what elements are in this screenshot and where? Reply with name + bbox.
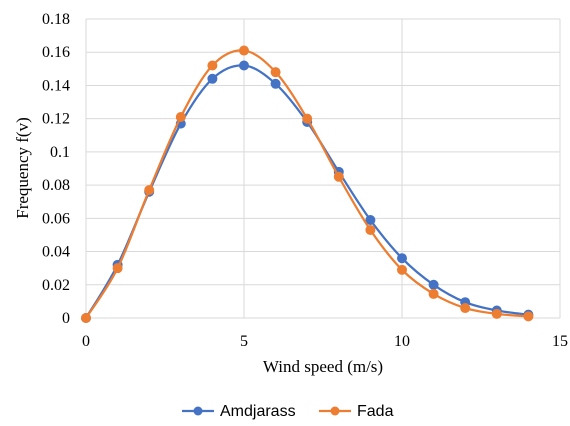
y-tick-label: 0	[62, 310, 70, 327]
legend-label: Amdjarass	[220, 403, 296, 420]
data-point	[365, 214, 376, 225]
data-point	[397, 264, 407, 275]
data-point	[397, 253, 407, 264]
x-tick-label: 10	[394, 333, 410, 350]
grid-lines	[86, 18, 561, 318]
data-point	[239, 60, 249, 71]
y-tick-label: 0.14	[42, 77, 70, 94]
data-point	[239, 45, 249, 56]
data-point	[365, 224, 376, 235]
data-point	[144, 185, 155, 196]
y-tick-label: 0.12	[42, 111, 70, 128]
legend-item: Amdjarass	[182, 403, 296, 420]
data-point	[270, 67, 281, 78]
data-point	[207, 73, 218, 84]
data-point	[81, 313, 91, 323]
data-point	[112, 263, 123, 274]
y-tick-label: 0.16	[42, 44, 70, 61]
y-tick-label: 0.08	[42, 177, 70, 194]
legend-label: Fada	[357, 403, 394, 420]
series-line	[85, 49, 529, 319]
data-point	[491, 308, 502, 319]
legend-item: Fada	[319, 403, 394, 420]
y-tick-label: 0.06	[42, 210, 70, 227]
data-point	[460, 303, 471, 314]
data-point	[175, 112, 186, 123]
data-point	[428, 288, 439, 299]
series-group	[81, 45, 534, 323]
data-point	[523, 311, 534, 322]
data-point	[207, 60, 218, 71]
data-point	[333, 171, 344, 182]
series-fada	[81, 45, 534, 323]
legend-swatch-marker	[330, 406, 340, 416]
x-tick-label: 15	[552, 333, 568, 350]
data-point	[270, 78, 281, 89]
x-tick-label: 5	[240, 333, 248, 350]
x-axis-title: Wind speed (m/s)	[263, 357, 383, 376]
y-axis-title: Frequency f(v)	[13, 117, 32, 219]
tick-labels: 0 0.02 0.04 0.06 0.08 0.1 0.12 0.14 0.16 0.18 0 5 10…	[42, 11, 568, 350]
y-tick-label: 0.1	[50, 144, 70, 161]
data-point	[302, 113, 313, 124]
legend-swatch-marker	[193, 406, 203, 416]
axes	[85, 19, 560, 319]
legend: Amdjarass Fada	[182, 403, 394, 420]
x-tick-label: 0	[82, 333, 90, 350]
y-tick-label: 0.18	[42, 11, 70, 28]
y-tick-label: 0.02	[42, 277, 70, 294]
data-point	[428, 279, 439, 290]
y-tick-label: 0.04	[42, 244, 70, 261]
